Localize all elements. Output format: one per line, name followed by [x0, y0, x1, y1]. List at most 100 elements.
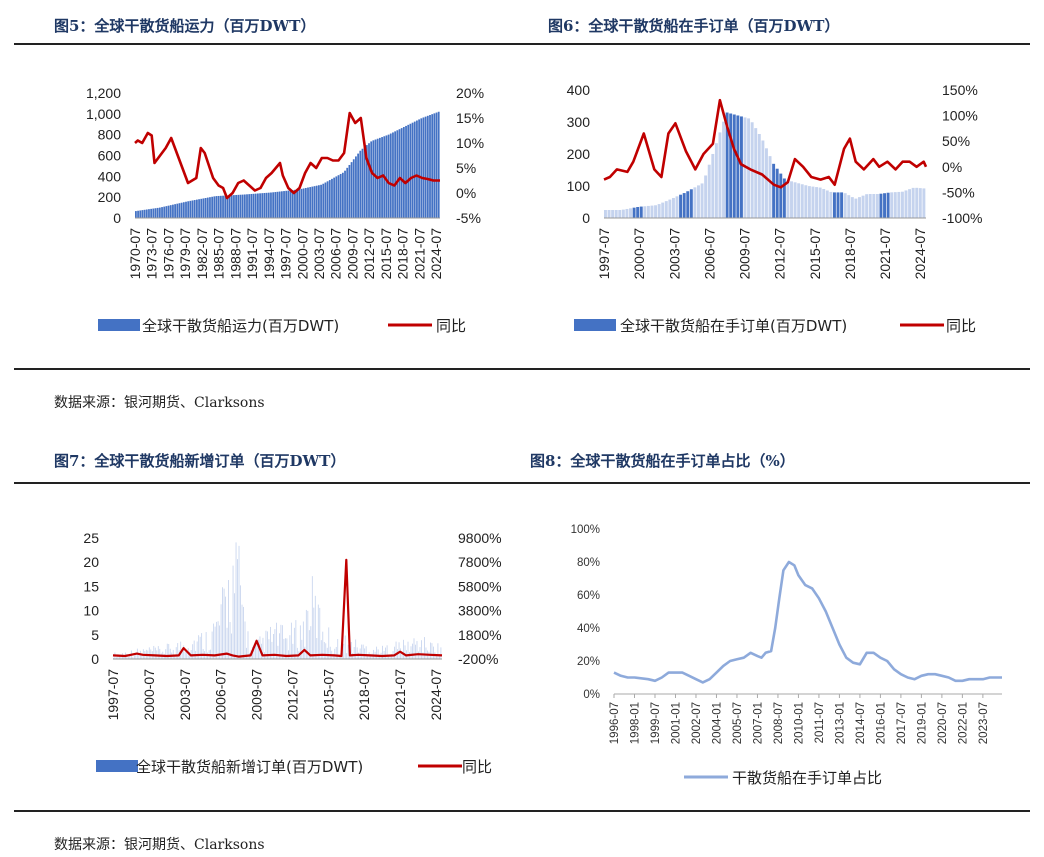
fig6-legend-bar-swatch — [574, 319, 616, 331]
fig6-bar — [707, 164, 711, 218]
fig7-bar — [222, 587, 223, 659]
fig5-bar — [328, 180, 331, 218]
fig7-bar — [205, 632, 207, 659]
fig7-bar — [314, 595, 316, 659]
fig5-bar — [246, 194, 248, 218]
fig6-title: 图6：全球干散货船在手订单（百万DWT） — [548, 17, 840, 35]
fig5-bar — [152, 208, 155, 218]
fig7-bar — [350, 642, 352, 659]
fig7-bar — [379, 656, 381, 659]
fig5-bar — [278, 191, 281, 218]
fig7-bar — [153, 645, 155, 659]
fig6-bar — [657, 204, 661, 218]
fig7-bar — [180, 641, 182, 659]
fig7-bar — [169, 648, 171, 659]
fig5-xtick: 2024-07 — [428, 228, 444, 280]
fig8-ytick: 20% — [577, 656, 600, 668]
fig7-bar — [421, 640, 422, 659]
fig5-ytick: 400 — [98, 168, 122, 184]
fig6-bar — [607, 210, 611, 218]
fig5-y2tick: 10% — [456, 135, 484, 151]
fig7-bar — [367, 655, 369, 659]
fig7-bar — [385, 647, 386, 659]
fig5-ytick: 0 — [113, 210, 121, 226]
fig5-bar — [291, 190, 294, 218]
fig5-bar — [411, 122, 414, 218]
fig7-bar — [280, 624, 282, 659]
fig7-bar — [127, 657, 129, 659]
fig5-bar — [348, 164, 351, 218]
fig7-bar — [431, 643, 433, 659]
fig5-bar — [233, 195, 235, 218]
fig7-bar — [138, 652, 140, 659]
fig6-y2tick: 0% — [942, 159, 962, 175]
fig7-bar — [132, 657, 134, 659]
fig6-bar — [836, 192, 840, 218]
fig5-xtick: 1997-07 — [278, 228, 294, 280]
fig6-bar — [900, 191, 904, 218]
fig5-xtick: 2003-07 — [311, 228, 327, 280]
fig5-y2tick: 20% — [456, 85, 484, 101]
fig5-bar — [250, 193, 253, 218]
fig7-bar — [201, 633, 203, 659]
fig6-bar — [832, 192, 836, 218]
fig6-bar — [654, 205, 658, 218]
fig5-bar — [309, 187, 312, 218]
fig5-bar — [224, 195, 227, 218]
fig6-bar — [843, 193, 847, 218]
fig7-xtick: 2009-07 — [249, 669, 265, 721]
fig7-bar — [226, 627, 228, 659]
fig7-bar — [433, 646, 434, 659]
fig5-xtick: 1985-07 — [211, 228, 227, 280]
fig5-bar — [416, 120, 418, 218]
fig7-bar — [286, 638, 288, 659]
fig7-xtick: 2015-07 — [320, 669, 336, 721]
fig6-bar — [650, 205, 654, 218]
fig5-bar — [300, 188, 303, 218]
fig7-bar — [123, 656, 125, 659]
fig6-bar — [897, 191, 901, 218]
fig5-bar — [135, 211, 137, 218]
fig6-xtick: 2006-07 — [701, 228, 717, 280]
fig7-bar — [311, 576, 313, 659]
fig6-bar — [800, 184, 804, 218]
fig7-xtick: 2006-07 — [213, 669, 229, 721]
fig7-bar — [141, 653, 143, 659]
fig5-bar — [228, 195, 231, 218]
fig6-bar — [847, 195, 851, 218]
fig7-bar — [135, 653, 137, 659]
bottom-rule — [14, 810, 1030, 812]
fig5-bar — [137, 210, 139, 218]
fig5-bar — [352, 159, 355, 218]
mid-rule — [14, 368, 1030, 370]
fig5-bar — [302, 188, 305, 218]
fig7-bar — [241, 604, 243, 659]
fig8-xtick: 2016-01 — [875, 702, 887, 744]
fig5-bar — [257, 193, 259, 218]
fig7-bar — [220, 604, 222, 659]
fig5-bar — [355, 156, 357, 218]
fig7-bar — [273, 633, 274, 659]
fig6-bar — [718, 132, 722, 218]
fig7-bar — [113, 657, 114, 659]
fig7-y2tick: 9800% — [458, 530, 502, 546]
fig7-bar — [214, 626, 216, 659]
fig5-bar — [320, 184, 322, 218]
fig5-bar — [420, 118, 423, 218]
fig8-xtick: 2013-01 — [834, 702, 846, 744]
fig5-bar — [259, 193, 261, 218]
fig8-xtick: 2001-01 — [671, 702, 683, 744]
fig6-bar — [725, 112, 729, 218]
fig8-xtick: 2004-01 — [712, 702, 724, 744]
fig5-bar — [158, 207, 161, 218]
fig5-bar — [172, 204, 174, 218]
fig5-bar — [374, 139, 377, 218]
fig6-bar — [604, 210, 607, 218]
fig7-bar — [415, 644, 416, 659]
fig5-bar — [165, 206, 168, 218]
fig5-bar — [169, 205, 172, 218]
fig5-bar — [263, 193, 266, 218]
fig7-bar — [255, 644, 256, 659]
fig6-ytick: 200 — [567, 146, 591, 162]
fig7-bar — [268, 639, 270, 659]
